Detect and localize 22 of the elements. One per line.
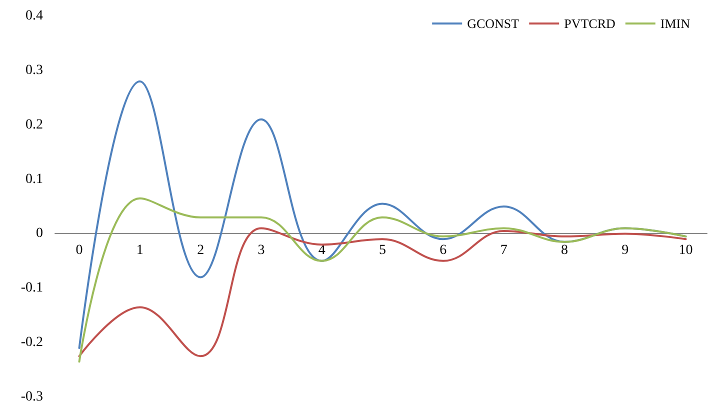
legend-label: PVTCRD	[564, 16, 616, 31]
x-tick-label: 1	[136, 243, 144, 258]
x-tick-label: 5	[379, 243, 386, 258]
x-tick-label: 2	[197, 243, 204, 258]
x-tick-label: 9	[622, 243, 629, 258]
x-tick-label: 7	[500, 243, 508, 258]
y-tick-label: 0.2	[26, 117, 43, 132]
legend-label: IMIN	[660, 16, 691, 31]
y-tick-label: 0.1	[26, 172, 43, 187]
x-tick-label: 3	[258, 243, 265, 258]
y-tick-label: -0.1	[20, 280, 43, 296]
y-tick-label: -0.2	[20, 335, 43, 350]
x-tick-label: 8	[560, 243, 568, 258]
y-tick-label: -0.3	[20, 390, 43, 404]
x-tick-label: 0	[76, 243, 83, 258]
y-tick-label: 0.4	[26, 8, 43, 24]
x-tick-label: 4	[318, 243, 326, 258]
legend-label: GCONST	[467, 16, 520, 31]
y-tick-label: 0.3	[26, 62, 43, 78]
x-tick-label: 10	[678, 243, 693, 258]
x-tick-label: 6	[440, 243, 447, 258]
y-tick-label: 0	[36, 226, 43, 242]
